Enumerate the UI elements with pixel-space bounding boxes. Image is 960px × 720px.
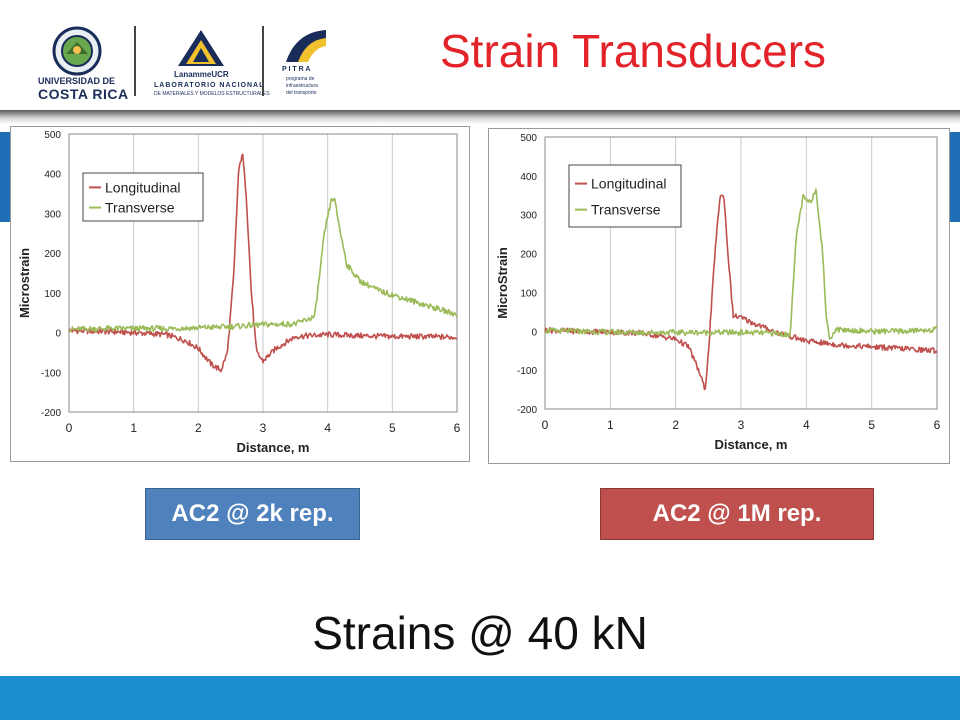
x-tick-label: 3 bbox=[260, 421, 267, 435]
series-line-longitudinal bbox=[68, 153, 458, 373]
logo-lanamme-line2: LABORATORIO NACIONAL bbox=[154, 82, 265, 89]
footer-bar bbox=[0, 676, 960, 720]
x-tick-label: 0 bbox=[66, 421, 73, 435]
pitra-logo-icon bbox=[286, 30, 326, 62]
y-tick-label: -200 bbox=[41, 408, 61, 419]
y-tick-label: 500 bbox=[44, 130, 61, 141]
y-tick-label: 500 bbox=[520, 133, 537, 144]
y-tick-label: 0 bbox=[55, 329, 61, 340]
page-title: Strain Transducers bbox=[440, 25, 827, 77]
legend-box bbox=[568, 164, 682, 228]
y-tick-label: 300 bbox=[520, 211, 537, 222]
header: UNIVERSIDAD DE COSTA RICA LanammeUCR LAB… bbox=[0, 0, 960, 112]
y-tick-label: 400 bbox=[44, 170, 61, 181]
logo-lanamme-line1: LanammeUCR bbox=[174, 70, 229, 79]
y-tick-label: 200 bbox=[44, 249, 61, 260]
legend-label: Transverse bbox=[591, 202, 661, 218]
logo-lanamme-line3: DE MATERIALES Y MODELOS ESTRUCTURALES bbox=[154, 91, 270, 97]
x-axis-label: Distance, m bbox=[237, 440, 310, 455]
x-tick-label: 3 bbox=[738, 418, 745, 432]
logo-pitra-line2: programa de bbox=[286, 76, 315, 82]
x-tick-label: 0 bbox=[542, 418, 549, 432]
bottom-caption: Strains @ 40 kN bbox=[312, 607, 648, 659]
legend-label: Longitudinal bbox=[591, 176, 667, 192]
legend-box bbox=[82, 172, 204, 222]
logo-pitra-line4: del transporte bbox=[286, 90, 317, 96]
y-tick-label: -100 bbox=[517, 366, 537, 377]
x-axis-label: Distance, m bbox=[715, 437, 788, 452]
logo-univ-line1: UNIVERSIDAD DE bbox=[38, 76, 116, 86]
x-tick-label: 2 bbox=[672, 418, 679, 432]
chart-left: -200 -100 0 100 200 300 400 500 0 1 2 3 4 5 6 Distance,… bbox=[10, 126, 470, 462]
lanamme-logo-icon bbox=[178, 30, 224, 66]
x-tick-label: 5 bbox=[868, 418, 875, 432]
x-tick-label: 6 bbox=[454, 421, 461, 435]
y-tick-label: -200 bbox=[517, 405, 537, 416]
y-tick-label: 100 bbox=[520, 288, 537, 299]
y-tick-label: 100 bbox=[44, 289, 61, 300]
x-tick-label: 1 bbox=[130, 421, 137, 435]
y-tick-label: 0 bbox=[531, 327, 537, 338]
y-axis-label: Microstrain bbox=[17, 248, 32, 318]
logo-univ-line2: COSTA RICA bbox=[38, 86, 129, 102]
y-tick-label: -100 bbox=[41, 368, 61, 379]
chart-right: -200 -100 0 100 200 300 400 500 0 1 2 3 4 5 6 Distance,… bbox=[488, 128, 950, 464]
series-line-transverse bbox=[68, 197, 458, 333]
y-tick-label: 200 bbox=[520, 250, 537, 261]
label-left: AC2 @ 2k rep. bbox=[145, 488, 360, 540]
logo-divider bbox=[134, 26, 136, 96]
y-tick-label: 400 bbox=[520, 172, 537, 183]
chart-right-svg: -200 -100 0 100 200 300 400 500 0 1 2 3 4 5 6 Distance,… bbox=[495, 133, 941, 452]
x-tick-label: 5 bbox=[389, 421, 396, 435]
label-right: AC2 @ 1M rep. bbox=[600, 488, 874, 540]
x-tick-label: 4 bbox=[324, 421, 331, 435]
x-tick-label: 1 bbox=[607, 418, 614, 432]
plot-area bbox=[544, 136, 938, 410]
logo-pitra-line3: infraestructura bbox=[286, 83, 318, 89]
x-tick-label: 4 bbox=[803, 418, 810, 432]
x-tick-label: 2 bbox=[195, 421, 202, 435]
x-tick-label: 6 bbox=[934, 418, 941, 432]
logo-pitra-line1: P I T R A bbox=[282, 66, 311, 73]
header-divider bbox=[0, 110, 960, 124]
legend-label: Transverse bbox=[105, 200, 175, 216]
y-tick-label: 300 bbox=[44, 209, 61, 220]
series-line-transverse bbox=[544, 188, 938, 340]
logo-divider bbox=[262, 26, 264, 96]
seal-icon bbox=[52, 26, 102, 76]
y-axis-label: MicroStrain bbox=[495, 247, 510, 319]
plot-area bbox=[68, 133, 458, 413]
legend-label: Longitudinal bbox=[105, 179, 181, 195]
chart-left-svg: -200 -100 0 100 200 300 400 500 0 1 2 3 4 5 6 Distance,… bbox=[17, 130, 461, 455]
